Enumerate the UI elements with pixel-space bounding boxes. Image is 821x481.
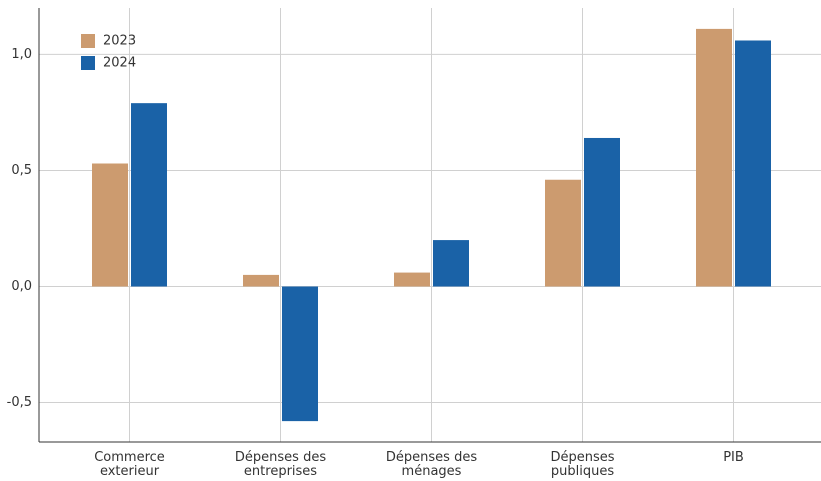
x-tick-label: PIB (723, 450, 744, 465)
legend-swatch (81, 34, 95, 48)
bar (433, 240, 469, 287)
y-tick-label: 1,0 (11, 47, 32, 62)
x-tick-label: Commerce exterieur (94, 450, 165, 479)
legend-label: 2024 (103, 56, 136, 71)
x-tick-label: Dépenses des ménages (385, 450, 478, 479)
bar (243, 274, 279, 287)
y-tick-label: -0,5 (7, 395, 32, 410)
bar (545, 179, 581, 287)
bar (92, 163, 128, 287)
x-tick-label: Dépenses publiques (550, 450, 615, 479)
bar (131, 103, 167, 287)
bar (394, 272, 430, 287)
y-tick-label: 0,0 (11, 279, 32, 294)
x-tick-label: Dépenses des entreprises (234, 450, 327, 479)
bar (584, 137, 620, 287)
bar (282, 286, 318, 422)
bar (696, 28, 732, 287)
legend-swatch (81, 56, 95, 70)
y-tick-label: 0,5 (11, 163, 32, 178)
bar (735, 40, 771, 287)
legend-label: 2023 (103, 34, 136, 49)
